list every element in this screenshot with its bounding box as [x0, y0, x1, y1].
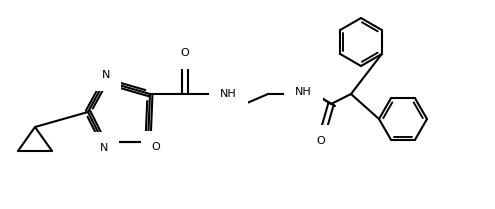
Text: NH: NH [220, 89, 237, 99]
Text: N: N [102, 70, 110, 80]
Text: NH: NH [295, 87, 312, 97]
Text: N: N [100, 143, 108, 153]
Text: O: O [317, 136, 325, 146]
Text: O: O [151, 142, 160, 152]
Text: O: O [181, 48, 190, 58]
